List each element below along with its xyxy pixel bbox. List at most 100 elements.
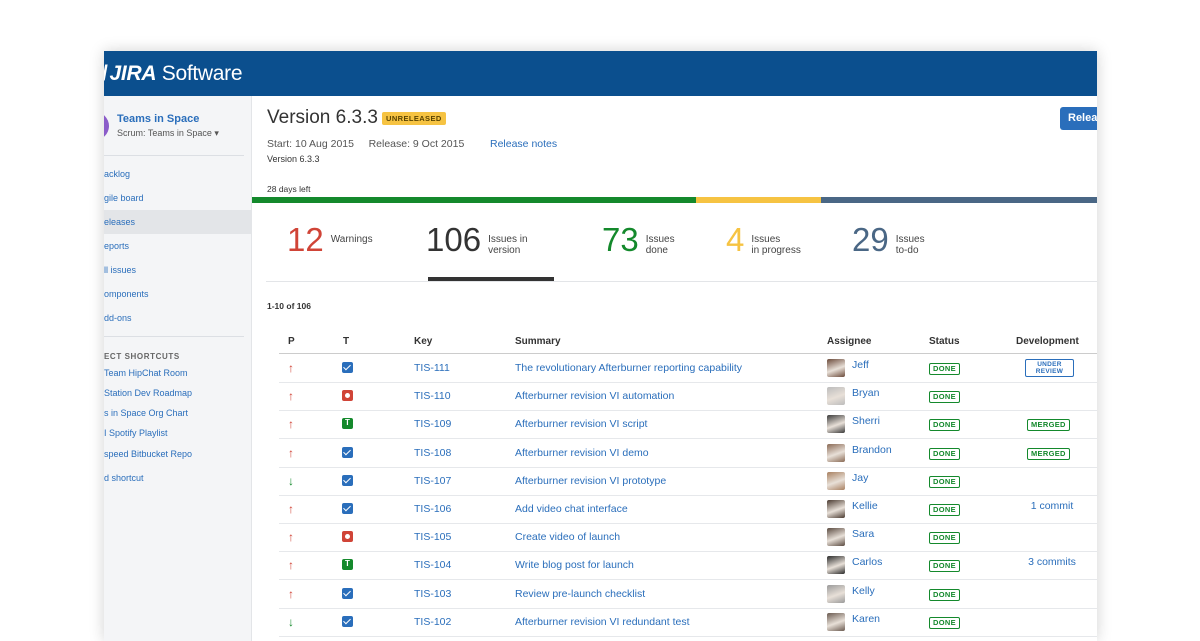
column-header-summary[interactable]: Summary: [515, 336, 561, 347]
board-selector[interactable]: Scrum: Teams in Space ▾: [117, 128, 219, 138]
issue-summary-link[interactable]: Review pre-launch checklist: [515, 587, 646, 600]
stat-number: 29: [852, 221, 889, 258]
issue-summary-link[interactable]: The revolutionary Afterburner reporting …: [515, 362, 743, 374]
stat-item[interactable]: 106 Issues in version: [426, 222, 528, 258]
version-description: Version 6.3.3: [267, 154, 320, 164]
sidebar-item[interactable]: eleases: [104, 210, 251, 234]
stat-label: Issues in version: [488, 234, 527, 256]
dev-status-merged[interactable]: MERGED: [1027, 447, 1070, 460]
story-type-icon: [342, 615, 353, 627]
column-header-priority[interactable]: P: [288, 336, 295, 347]
issue-key-link[interactable]: TIS-111: [414, 362, 450, 374]
assignee-link[interactable]: Jay: [852, 471, 869, 484]
priority-low-icon: ↓: [288, 473, 294, 488]
issue-key-link[interactable]: TIS-106: [414, 503, 452, 515]
status-badge: DONE: [929, 447, 960, 460]
release-button[interactable]: Relea: [1060, 107, 1097, 130]
avatar: [827, 500, 845, 518]
issue-summary-link[interactable]: Write blog post for launch: [515, 559, 634, 572]
table-row[interactable]: ↓ TIS-102 Afterburner revision VI redundan…: [279, 608, 1097, 637]
shortcut-link[interactable]: s in Space Org Chart: [104, 408, 189, 418]
project-name[interactable]: Teams in Space: [117, 113, 200, 125]
issue-key-link[interactable]: TIS-107: [414, 474, 452, 487]
status-badge: DONE: [929, 419, 960, 432]
column-header-key[interactable]: Key: [414, 336, 433, 347]
assignee-link[interactable]: Jeff: [852, 359, 869, 371]
shortcut-link[interactable]: speed Bitbucket Repo: [104, 449, 193, 459]
stat-item[interactable]: 73 Issues done: [602, 222, 675, 258]
stat-item[interactable]: 12 Warnings: [287, 222, 373, 258]
issue-key-link[interactable]: TIS-105: [414, 531, 452, 544]
shortcut-link[interactable]: I Spotify Playlist: [104, 428, 168, 438]
issue-summary-link[interactable]: Add video chat interface: [515, 503, 628, 515]
sidebar-item[interactable]: gile board: [104, 193, 144, 203]
assignee-link[interactable]: Brandon: [852, 443, 892, 456]
table-row[interactable]: ↑ TIS-105 Create video of launch Sara DONE: [279, 523, 1097, 553]
stat-label: Issues to-do: [896, 234, 925, 256]
assignee-link[interactable]: Bryan: [852, 387, 880, 400]
column-header-assignee[interactable]: Assignee: [827, 336, 872, 347]
dev-commits-link[interactable]: 1 commit: [1030, 500, 1074, 512]
sidebar-item[interactable]: eports: [104, 241, 130, 251]
issue-summary-link[interactable]: Afterburner revision VI demo: [515, 446, 649, 459]
table-row[interactable]: ↑ TIS-108 Afterburner revision VI demo Bran…: [279, 439, 1097, 468]
status-badge: DONE: [929, 363, 960, 375]
story-type-icon: [342, 474, 353, 486]
issue-key-link[interactable]: TIS-104: [414, 559, 452, 572]
jira-window: /JIRA Software Teams in Space Scrum: Tea…: [104, 51, 1097, 641]
issue-summary-link[interactable]: Create video of launch: [515, 531, 621, 544]
dev-commits-link[interactable]: 3 commits: [1028, 556, 1076, 569]
assignee-link[interactable]: Sherri: [852, 415, 881, 428]
issue-summary-link[interactable]: Afterburner revision VI automation: [515, 390, 675, 403]
release-notes-link[interactable]: Release notes: [490, 138, 558, 150]
assignee-link[interactable]: Kelly: [852, 584, 875, 597]
assignee-link[interactable]: Sara: [852, 528, 875, 541]
table-row[interactable]: ↑ TIS-106 Add video chat interface Kellie DO…: [279, 495, 1097, 524]
table-row[interactable]: ↑ TIS-103 Review pre-launch checklist Kelly…: [279, 580, 1097, 609]
issue-summary-link[interactable]: Afterburner revision VI prototype: [515, 474, 667, 487]
project-avatar[interactable]: [104, 112, 109, 140]
issue-key-link[interactable]: TIS-108: [414, 446, 452, 459]
stat-label-line: Issues in: [488, 234, 528, 245]
assignee-link[interactable]: Kellie: [852, 500, 878, 512]
sidebar-item[interactable]: ll issues: [104, 265, 137, 275]
assignee-link[interactable]: Carlos: [852, 556, 883, 569]
jira-software-logo[interactable]: /JIRA Software: [104, 62, 243, 86]
stat-label-line: to-do: [895, 245, 919, 256]
progress-todo-segment: [821, 197, 1097, 203]
assignee-link[interactable]: Karen: [852, 612, 881, 625]
column-header-development[interactable]: Development: [1016, 336, 1079, 347]
status-badge: DONE: [929, 560, 960, 573]
project-shortcuts-heading: ECT SHORTCUTS: [104, 352, 180, 361]
column-header-status[interactable]: Status: [929, 336, 960, 347]
status-badge-unreleased: UNRELEASED: [382, 112, 446, 125]
table-row[interactable]: ↓ TIS-107 Afterburner revision VI prototyp…: [279, 467, 1097, 496]
shortcut-link[interactable]: d shortcut: [104, 473, 144, 483]
sidebar-item[interactable]: acklog: [104, 169, 131, 179]
shortcut-link[interactable]: Team HipChat Room: [104, 368, 188, 378]
avatar: [827, 528, 845, 547]
issue-key-link[interactable]: TIS-109: [414, 418, 452, 431]
stat-item[interactable]: 29 Issues to-do: [852, 222, 925, 258]
dev-status-merged[interactable]: MERGED: [1027, 419, 1070, 432]
stat-number: 73: [602, 221, 639, 258]
sidebar-item[interactable]: omponents: [104, 289, 149, 299]
table-row[interactable]: ↑ TIS-111 The revolutionary Afterburner re…: [279, 354, 1097, 383]
priority-low-icon: ↓: [288, 614, 294, 629]
issue-summary-link[interactable]: Afterburner revision VI redundant test: [515, 615, 690, 628]
shortcut-link[interactable]: Station Dev Roadmap: [104, 388, 193, 398]
table-row[interactable]: ↑ TIS-104 Write blog post for launch Carlos…: [279, 550, 1097, 581]
stat-label: Warnings: [331, 234, 373, 245]
issue-key-link[interactable]: TIS-110: [414, 390, 451, 403]
column-header-type[interactable]: T: [343, 336, 350, 347]
sidebar-item[interactable]: dd-ons: [104, 313, 132, 323]
issue-key-link[interactable]: TIS-103: [414, 587, 452, 600]
stat-item[interactable]: 4 Issues in progress: [726, 222, 801, 258]
issue-summary-link[interactable]: Afterburner revision VI script: [515, 418, 648, 431]
table-row[interactable]: ↑ TIS-110 Afterburner revision VI automati…: [279, 382, 1097, 412]
issue-key-link[interactable]: TIS-102: [414, 615, 452, 628]
story-type-icon: [342, 362, 353, 373]
dev-status-under-review[interactable]: UNDER REVIEW: [1025, 359, 1074, 377]
table-row[interactable]: ↑ TIS-109 Afterburner revision VI script Sh…: [279, 409, 1097, 440]
avatar: [827, 584, 845, 603]
